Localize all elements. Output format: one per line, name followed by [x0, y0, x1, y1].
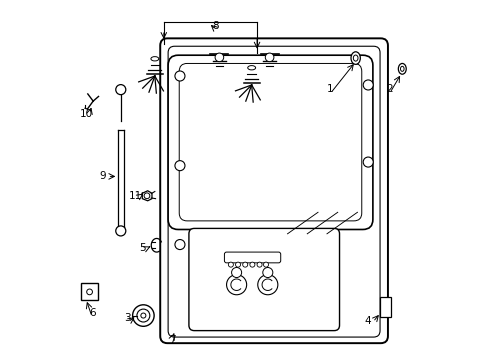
Text: 5: 5	[139, 243, 145, 253]
Ellipse shape	[350, 52, 360, 64]
FancyBboxPatch shape	[179, 63, 361, 221]
Circle shape	[215, 53, 223, 62]
Text: 8: 8	[212, 21, 219, 31]
Circle shape	[262, 267, 272, 278]
Text: 9: 9	[100, 171, 106, 181]
Text: 3: 3	[124, 313, 131, 323]
Circle shape	[175, 239, 184, 249]
Circle shape	[226, 275, 246, 295]
Circle shape	[116, 226, 125, 236]
Circle shape	[257, 275, 277, 295]
Circle shape	[175, 161, 184, 171]
Circle shape	[265, 53, 273, 62]
Text: 2: 2	[386, 84, 392, 94]
Text: 10: 10	[79, 109, 92, 119]
FancyBboxPatch shape	[188, 228, 339, 330]
Ellipse shape	[398, 63, 406, 74]
Circle shape	[137, 309, 149, 322]
Circle shape	[228, 262, 233, 267]
Circle shape	[116, 85, 125, 95]
Ellipse shape	[400, 66, 403, 71]
FancyBboxPatch shape	[168, 55, 372, 229]
FancyBboxPatch shape	[160, 39, 387, 343]
Ellipse shape	[353, 55, 357, 61]
Circle shape	[86, 289, 92, 295]
FancyBboxPatch shape	[379, 297, 390, 318]
Circle shape	[263, 262, 268, 267]
Circle shape	[257, 262, 262, 267]
Circle shape	[363, 157, 372, 167]
Ellipse shape	[151, 57, 159, 61]
Circle shape	[144, 193, 149, 199]
FancyBboxPatch shape	[224, 252, 280, 263]
Circle shape	[132, 305, 154, 326]
Text: 11: 11	[128, 191, 142, 201]
Circle shape	[363, 80, 372, 90]
Text: 1: 1	[326, 84, 333, 94]
Text: 4: 4	[364, 316, 371, 326]
Circle shape	[175, 71, 184, 81]
Ellipse shape	[247, 66, 255, 70]
FancyBboxPatch shape	[168, 46, 379, 337]
Circle shape	[141, 313, 145, 318]
FancyBboxPatch shape	[81, 283, 98, 301]
Text: 7: 7	[169, 334, 176, 345]
Circle shape	[235, 262, 240, 267]
Text: 6: 6	[89, 309, 95, 318]
Circle shape	[242, 262, 247, 267]
Circle shape	[249, 262, 254, 267]
Circle shape	[231, 267, 241, 278]
